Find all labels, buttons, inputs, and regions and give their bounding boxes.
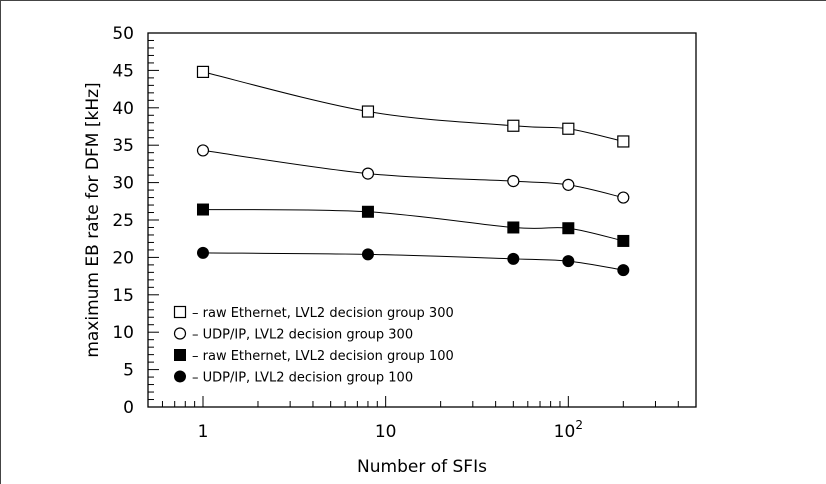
- data-point: [507, 175, 520, 188]
- data-point: [562, 255, 575, 268]
- data-point: [361, 205, 374, 218]
- y-tick-label: 5: [123, 361, 134, 381]
- y-tick-label: 45: [112, 61, 134, 81]
- series-line-2: [202, 149, 624, 199]
- y-tick-label: 10: [112, 323, 134, 343]
- x-tick-label: 10: [375, 422, 397, 442]
- data-point: [196, 144, 210, 157]
- data-point: [617, 191, 630, 204]
- y-tick-label: 30: [112, 174, 134, 194]
- legend-marker: [174, 370, 186, 383]
- legend-marker: [173, 305, 187, 319]
- series-line-4: [202, 252, 624, 271]
- series-markers: [196, 65, 630, 277]
- data-point: [196, 203, 209, 216]
- data-point: [196, 246, 209, 259]
- series-lines: [202, 71, 624, 271]
- legend-entry: – UDP/IP, LVL2 decision group 100: [192, 371, 413, 386]
- data-point: [562, 178, 575, 191]
- data-point: [562, 122, 575, 135]
- data-point: [617, 234, 630, 247]
- y-tick-label: 25: [112, 211, 134, 231]
- y-tick-label: 35: [112, 136, 134, 156]
- legend-entry: – UDP/IP, LVL2 decision group 300: [192, 328, 413, 343]
- x-axis-label: Number of SFIs: [357, 457, 487, 477]
- axes: 0 5 10 15 20 25 30 35 40 45 50 1 10 102: [112, 24, 697, 442]
- data-point: [361, 248, 374, 261]
- data-point: [196, 65, 210, 78]
- x-tick-label: 102: [554, 418, 583, 442]
- x-tick-label: 1: [198, 422, 209, 442]
- y-axis-label: maximum EB rate for DFM [kHz]: [83, 82, 103, 357]
- data-point: [507, 119, 520, 132]
- legend-marker: [173, 327, 187, 340]
- data-point: [361, 105, 375, 118]
- legend-marker: [174, 349, 186, 361]
- y-tick-label: 20: [112, 248, 134, 268]
- y-tick-label: 50: [112, 24, 134, 44]
- y-tick-label: 40: [112, 99, 134, 119]
- y-tick-label: 15: [112, 286, 134, 306]
- data-point: [617, 135, 630, 148]
- data-point: [507, 252, 520, 265]
- data-point: [507, 221, 520, 234]
- series-line-3: [202, 209, 624, 242]
- legend-entry: – raw Ethernet, LVL2 decision group 300: [192, 306, 454, 321]
- legend-entry: – raw Ethernet, LVL2 decision group 100: [192, 349, 454, 364]
- data-point: [361, 167, 375, 180]
- data-point: [562, 222, 575, 235]
- data-point: [617, 264, 630, 277]
- series-line-1: [202, 71, 624, 142]
- legend: – raw Ethernet, LVL2 decision group 300 …: [173, 305, 454, 386]
- y-tick-label: 0: [123, 398, 134, 418]
